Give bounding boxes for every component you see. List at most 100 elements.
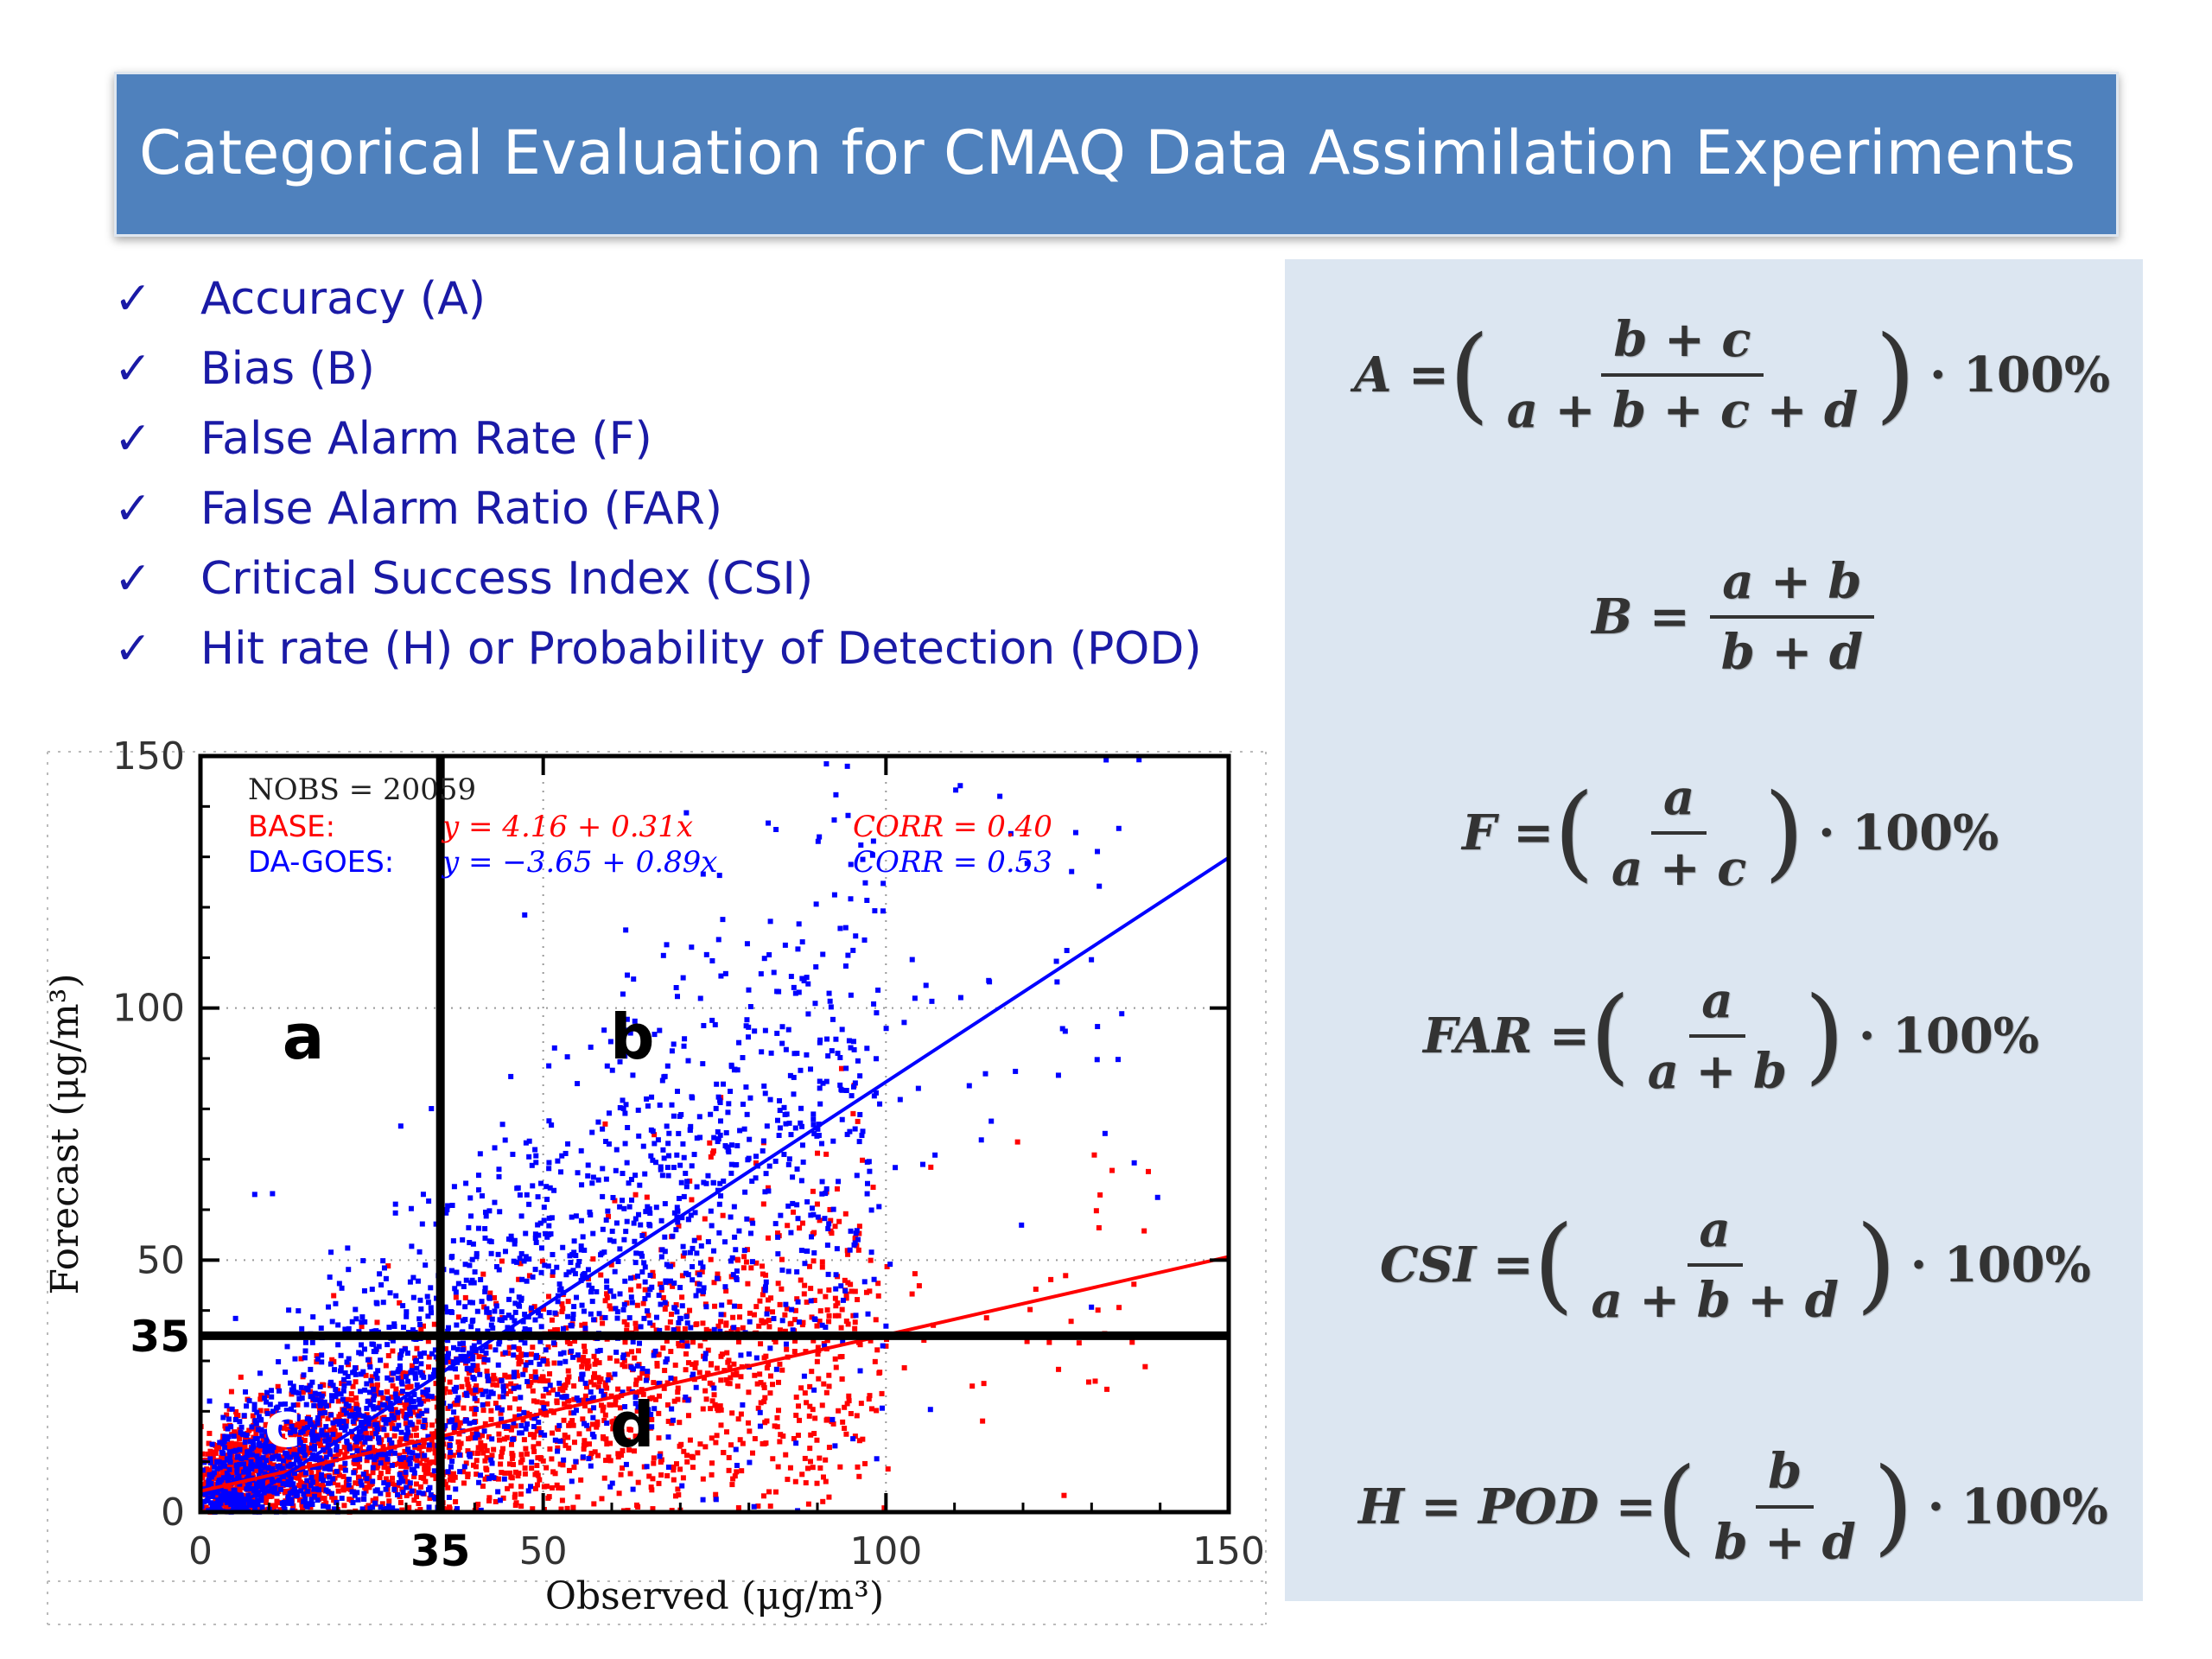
data-point (484, 1368, 490, 1374)
data-point (227, 1474, 233, 1480)
data-point (563, 1358, 569, 1364)
data-point (760, 1271, 766, 1277)
formula-denominator: a + b (1647, 1043, 1788, 1100)
data-point (763, 1171, 769, 1177)
data-point (1142, 1363, 1148, 1370)
data-point (725, 1109, 731, 1116)
data-point (426, 1446, 432, 1452)
data-point (1141, 1228, 1147, 1234)
data-point (341, 1503, 347, 1509)
data-point (478, 1472, 484, 1478)
data-point (450, 1452, 456, 1459)
data-point (546, 1389, 552, 1395)
data-point (767, 1096, 773, 1103)
data-point (468, 1367, 474, 1373)
data-point (760, 1292, 766, 1298)
data-point (345, 1374, 351, 1380)
data-point (274, 1447, 280, 1453)
data-point (648, 1412, 654, 1418)
data-point (472, 1411, 478, 1417)
data-point (298, 1356, 304, 1362)
data-point (901, 1020, 907, 1026)
data-point (602, 1121, 608, 1127)
data-point (257, 1416, 264, 1422)
data-point (798, 1248, 804, 1254)
data-point (717, 1403, 723, 1409)
data-point (676, 1492, 682, 1498)
data-point (596, 1360, 602, 1366)
data-point (495, 1251, 501, 1257)
data-point (668, 1349, 674, 1355)
data-point (677, 1420, 683, 1426)
data-point (317, 1383, 323, 1389)
data-point (929, 998, 935, 1004)
data-point (207, 1490, 213, 1496)
data-point (406, 1504, 412, 1510)
data-point (422, 1466, 428, 1472)
data-point (518, 1395, 524, 1401)
data-point (500, 1394, 506, 1400)
data-point (713, 1440, 719, 1446)
data-point (540, 1378, 546, 1384)
data-point (264, 1410, 270, 1416)
data-point (652, 1032, 658, 1038)
data-point (546, 1166, 552, 1172)
data-point (550, 1430, 556, 1436)
data-point (644, 1372, 650, 1378)
data-point (349, 1489, 355, 1495)
data-point (582, 1380, 588, 1386)
data-point (346, 1403, 352, 1409)
data-point (471, 1419, 477, 1425)
data-point (893, 1165, 899, 1171)
data-point (543, 1347, 549, 1353)
data-point (853, 933, 859, 939)
data-point (877, 1101, 883, 1107)
data-point (375, 1368, 381, 1374)
data-point (842, 1404, 848, 1410)
data-point (511, 1258, 517, 1264)
data-point (799, 939, 805, 945)
data-point (479, 1193, 485, 1199)
data-point (691, 1237, 697, 1243)
data-point (248, 1459, 254, 1465)
data-point (521, 1258, 527, 1264)
data-point (755, 1503, 761, 1510)
data-point (392, 1391, 398, 1397)
data-point (314, 1359, 320, 1365)
data-point (694, 1250, 700, 1256)
data-point (342, 1460, 348, 1466)
data-point (673, 1302, 679, 1308)
data-point (359, 1324, 365, 1330)
data-point (257, 1370, 263, 1376)
data-point (1061, 1492, 1067, 1498)
data-point (715, 1128, 721, 1135)
data-point (404, 1484, 410, 1491)
data-point (329, 1393, 335, 1399)
data-point (1129, 1339, 1135, 1345)
data-point (874, 1056, 880, 1062)
data-point (732, 1473, 738, 1479)
data-point (416, 1446, 423, 1452)
data-point (677, 1466, 683, 1472)
data-point (517, 1255, 523, 1262)
data-point (416, 1396, 423, 1402)
data-point (474, 1471, 480, 1478)
data-point (1109, 1167, 1116, 1173)
data-point (671, 1327, 677, 1333)
data-point (824, 1338, 830, 1344)
data-point (856, 1473, 862, 1479)
data-point (319, 1432, 325, 1438)
data-point (621, 1301, 627, 1307)
data-point (365, 1421, 372, 1427)
data-point (451, 1428, 457, 1434)
data-point (388, 1447, 394, 1453)
data-point (688, 1325, 694, 1331)
data-point (342, 1370, 348, 1376)
data-point (404, 1415, 410, 1421)
data-point (299, 1325, 305, 1332)
data-point (385, 1389, 391, 1395)
data-point (650, 1273, 656, 1279)
data-point (325, 1504, 331, 1510)
data-point (763, 1319, 769, 1325)
data-point (220, 1489, 226, 1495)
